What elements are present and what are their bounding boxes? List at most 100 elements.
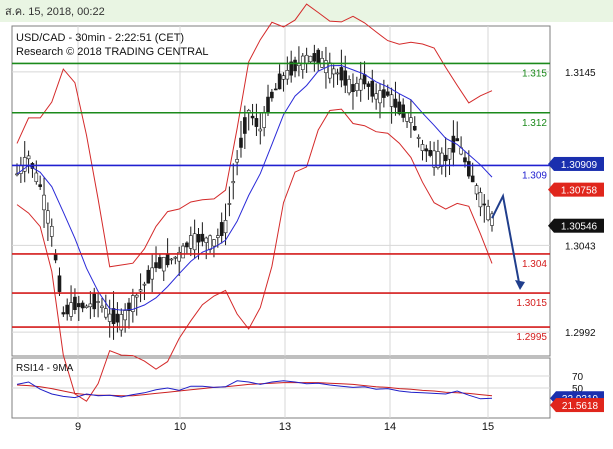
candle-body bbox=[134, 294, 139, 298]
candle-body bbox=[227, 203, 232, 205]
chart-title: USD/CAD - 30min - 2:22:51 (CET) bbox=[16, 32, 184, 44]
bollinger-bands bbox=[16, 3, 493, 402]
chart-subtitle: Research © 2018 TRADING CENTRAL bbox=[16, 46, 209, 58]
candle-body bbox=[185, 242, 189, 248]
candle-body bbox=[281, 75, 286, 80]
candle-body bbox=[463, 157, 467, 163]
rsi-line bbox=[16, 380, 493, 400]
candle-body bbox=[69, 302, 73, 317]
candle-body bbox=[57, 275, 62, 292]
candle-body bbox=[188, 235, 193, 249]
candle-body bbox=[285, 70, 290, 80]
candle-body bbox=[262, 112, 266, 128]
candle-body bbox=[235, 159, 239, 163]
candle-body bbox=[100, 305, 104, 308]
level-label: 1.304 bbox=[522, 259, 547, 270]
forecast-path bbox=[491, 192, 521, 289]
candle-body bbox=[127, 302, 131, 312]
candle-body bbox=[401, 104, 405, 118]
candle-body bbox=[482, 203, 487, 206]
candle-body bbox=[420, 144, 425, 151]
price-badge-pointer bbox=[548, 156, 554, 171]
rsi-badge bbox=[556, 398, 604, 413]
forecast-arrow bbox=[491, 192, 525, 290]
candle-body bbox=[84, 305, 89, 308]
price-badge-pointer bbox=[548, 182, 554, 197]
candle-body bbox=[486, 206, 490, 221]
candle-body bbox=[231, 181, 236, 184]
candle-body bbox=[142, 283, 147, 286]
candle-body bbox=[409, 117, 413, 123]
candle-body bbox=[374, 93, 378, 100]
candle-body bbox=[65, 304, 70, 315]
candle-body bbox=[208, 235, 212, 250]
candle-body bbox=[428, 149, 433, 156]
candle-body bbox=[26, 155, 31, 160]
grid-lines bbox=[12, 26, 550, 418]
candle-body bbox=[273, 88, 278, 91]
candle-body bbox=[204, 237, 209, 243]
candle-body bbox=[154, 262, 158, 269]
candle-body bbox=[490, 213, 494, 226]
rsi-tick-label: 50 bbox=[572, 384, 584, 395]
rsi-tick-label: 70 bbox=[572, 372, 584, 383]
candle-body bbox=[38, 184, 42, 187]
rsi-badge-text: 21.5618 bbox=[562, 401, 599, 412]
price-badge-pointer bbox=[548, 218, 554, 233]
candle-body bbox=[165, 253, 170, 266]
candlesticks bbox=[15, 44, 494, 340]
candle-body bbox=[362, 74, 367, 85]
candle-body bbox=[146, 269, 151, 284]
candle-body bbox=[316, 49, 321, 64]
candle-body bbox=[111, 308, 116, 325]
candle-body bbox=[22, 157, 27, 172]
level-label: 1.312 bbox=[522, 118, 547, 129]
candle-body bbox=[416, 136, 421, 139]
candle-body bbox=[289, 61, 293, 76]
price-badge-text: 1.30909 bbox=[561, 160, 598, 171]
timestamp-label: ส.ค. 15, 2018, 00:22 bbox=[5, 6, 105, 18]
candle-body bbox=[308, 55, 313, 63]
candle-body bbox=[258, 128, 263, 132]
candle-body bbox=[328, 62, 332, 79]
candle-body bbox=[131, 295, 135, 312]
candle-body bbox=[455, 138, 460, 142]
candle-body bbox=[15, 173, 19, 176]
level-label: 1.315 bbox=[522, 68, 547, 79]
candle-body bbox=[343, 70, 348, 86]
candle-body bbox=[119, 314, 124, 331]
candle-body bbox=[73, 296, 77, 310]
candle-body bbox=[239, 137, 243, 148]
candle-body bbox=[467, 161, 471, 177]
candle-body bbox=[378, 90, 382, 104]
candle-body bbox=[80, 302, 85, 309]
rsi-lines bbox=[16, 380, 493, 400]
rsi-badge-pointer bbox=[550, 398, 556, 413]
candle-body bbox=[358, 78, 363, 91]
candle-body bbox=[304, 54, 309, 64]
candle-body bbox=[223, 220, 228, 234]
candle-body bbox=[347, 79, 351, 94]
candle-body bbox=[53, 254, 58, 261]
candle-body bbox=[161, 257, 166, 272]
candle-body bbox=[200, 233, 205, 242]
price-badge bbox=[554, 156, 604, 171]
level-label: 1.3015 bbox=[516, 298, 547, 309]
moving-average bbox=[16, 64, 493, 311]
candle-body bbox=[196, 234, 201, 243]
candle-body bbox=[177, 252, 181, 262]
top-bar bbox=[0, 0, 613, 22]
x-tick-label: 14 bbox=[384, 421, 396, 433]
candle-body bbox=[243, 117, 247, 134]
level-label: 1.309 bbox=[522, 170, 547, 181]
candle-body bbox=[385, 91, 390, 96]
price-badge bbox=[554, 218, 604, 233]
candle-body bbox=[397, 101, 402, 115]
candle-body bbox=[219, 222, 224, 236]
candle-body bbox=[451, 135, 456, 153]
candle-body bbox=[115, 313, 120, 323]
candle-body bbox=[382, 89, 386, 98]
candle-body bbox=[355, 83, 359, 91]
candle-body bbox=[76, 303, 81, 308]
